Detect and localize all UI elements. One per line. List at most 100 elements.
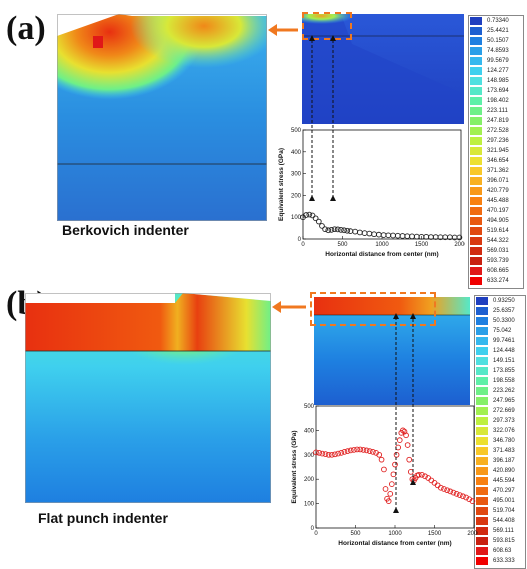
legend-label: 223.262 [493, 388, 515, 394]
legend-label: 633.333 [493, 558, 515, 564]
data-point [370, 449, 376, 455]
data-point [400, 427, 406, 434]
legend-entry: 396.071 [469, 176, 523, 186]
data-point [338, 449, 345, 456]
legend-label: 25.6357 [493, 308, 515, 314]
panel-label-a: (a) [6, 10, 46, 47]
legend-swatch [470, 157, 482, 165]
x-tick-label: 500 [350, 531, 361, 537]
legend-entry: 223.111 [469, 106, 523, 116]
legend-label: 519.704 [493, 508, 515, 514]
y-tick-label: 100 [291, 215, 302, 221]
legend-label: 633.274 [487, 278, 509, 284]
legend-swatch [476, 497, 488, 505]
data-point [319, 450, 326, 457]
legend-label: 495.001 [493, 498, 515, 504]
data-point [450, 489, 457, 496]
fe-stress-map-flat-punch [25, 293, 271, 503]
y-tick-label: 200 [304, 477, 315, 483]
legend-entry: 346.654 [469, 156, 523, 166]
x-tick-label: 1500 [415, 242, 429, 248]
legend-label: 544.322 [487, 238, 509, 244]
legend-label: 148.985 [487, 78, 509, 84]
data-point [331, 226, 338, 233]
legend-swatch [470, 107, 482, 115]
legend-label: 593.815 [493, 538, 515, 544]
legend-entry: 297.236 [469, 136, 523, 146]
legend-swatch [476, 367, 488, 375]
legend-swatch [476, 377, 488, 385]
legend-label: 322.076 [493, 428, 515, 434]
legend-label: 99.7461 [493, 338, 515, 344]
data-point [316, 449, 323, 456]
legend-label: 99.5679 [487, 58, 509, 64]
y-tick-label: 200 [291, 193, 302, 199]
legend-swatch [476, 357, 488, 365]
data-point [456, 234, 463, 241]
data-point [322, 226, 328, 233]
zoom-box-a [302, 12, 352, 40]
legend-swatch [470, 227, 482, 235]
legend-swatch [470, 247, 482, 255]
legend-swatch [476, 297, 488, 305]
legend-entry: 25.4421 [469, 26, 523, 36]
legend-entry: 272.669 [475, 406, 525, 416]
data-point [341, 449, 348, 455]
data-point [322, 451, 329, 457]
legend-swatch [476, 517, 488, 525]
legend-entry: 519.614 [469, 226, 523, 236]
legend-swatch [470, 197, 482, 205]
y-tick-label: 0 [298, 237, 302, 243]
legend-swatch [476, 307, 488, 315]
legend-label: 371.483 [493, 448, 515, 454]
legend-swatch [470, 237, 482, 245]
legend-entry: 371.483 [475, 446, 525, 456]
legend-label: 321.945 [487, 148, 509, 154]
y-tick-label: 0 [311, 526, 315, 532]
legend-label: 608.665 [487, 268, 509, 274]
x-tick-label: 500 [337, 242, 348, 248]
legend-label: 50.3300 [493, 318, 515, 324]
data-point [341, 227, 347, 234]
legend-swatch [476, 347, 488, 355]
data-point [378, 456, 385, 463]
legend-entry: 346.780 [475, 436, 525, 446]
data-point [447, 488, 454, 495]
legend-label: 593.739 [487, 258, 509, 264]
legend-swatch [470, 77, 482, 85]
data-point [437, 484, 444, 491]
legend-entry: 223.262 [475, 386, 525, 396]
legend-entry: 272.528 [469, 126, 523, 136]
legend-label: 346.780 [493, 438, 515, 444]
legend-entry: 50.3300 [475, 316, 525, 326]
data-point [354, 446, 360, 453]
legend-entry: 608.63 [475, 546, 525, 556]
legend-label: 608.63 [493, 548, 512, 554]
data-point [328, 451, 335, 458]
legend-label: 272.669 [493, 408, 515, 414]
legend-swatch [476, 467, 488, 475]
legend-label: 420.779 [487, 188, 509, 194]
x-tick-label: 1500 [428, 531, 442, 537]
data-point [309, 212, 316, 219]
y-axis-label: Equivalent stress (GPa) [291, 431, 298, 504]
legend-label: 124.448 [493, 348, 515, 354]
legend-entry: 74.8593 [469, 46, 523, 56]
data-point [444, 487, 450, 494]
data-point [401, 428, 408, 435]
legend-entry: 198.402 [469, 96, 523, 106]
legend-entry: 173.855 [475, 366, 525, 376]
legend-entry: 445.594 [475, 476, 525, 486]
legend-label: 519.614 [487, 228, 509, 234]
legend-swatch [470, 167, 482, 175]
x-tick-label: 1000 [375, 242, 389, 248]
data-point [325, 451, 332, 458]
legend-entry: 99.7461 [475, 336, 525, 346]
legend-entry: 247.965 [475, 396, 525, 406]
legend-swatch [470, 127, 482, 135]
legend-label: 420.890 [493, 468, 515, 474]
legend-label: 297.373 [493, 418, 515, 424]
color-legend-a: 0.73340 25.4421 50.1507 74.8593 99.5679 124.2… [468, 15, 524, 289]
